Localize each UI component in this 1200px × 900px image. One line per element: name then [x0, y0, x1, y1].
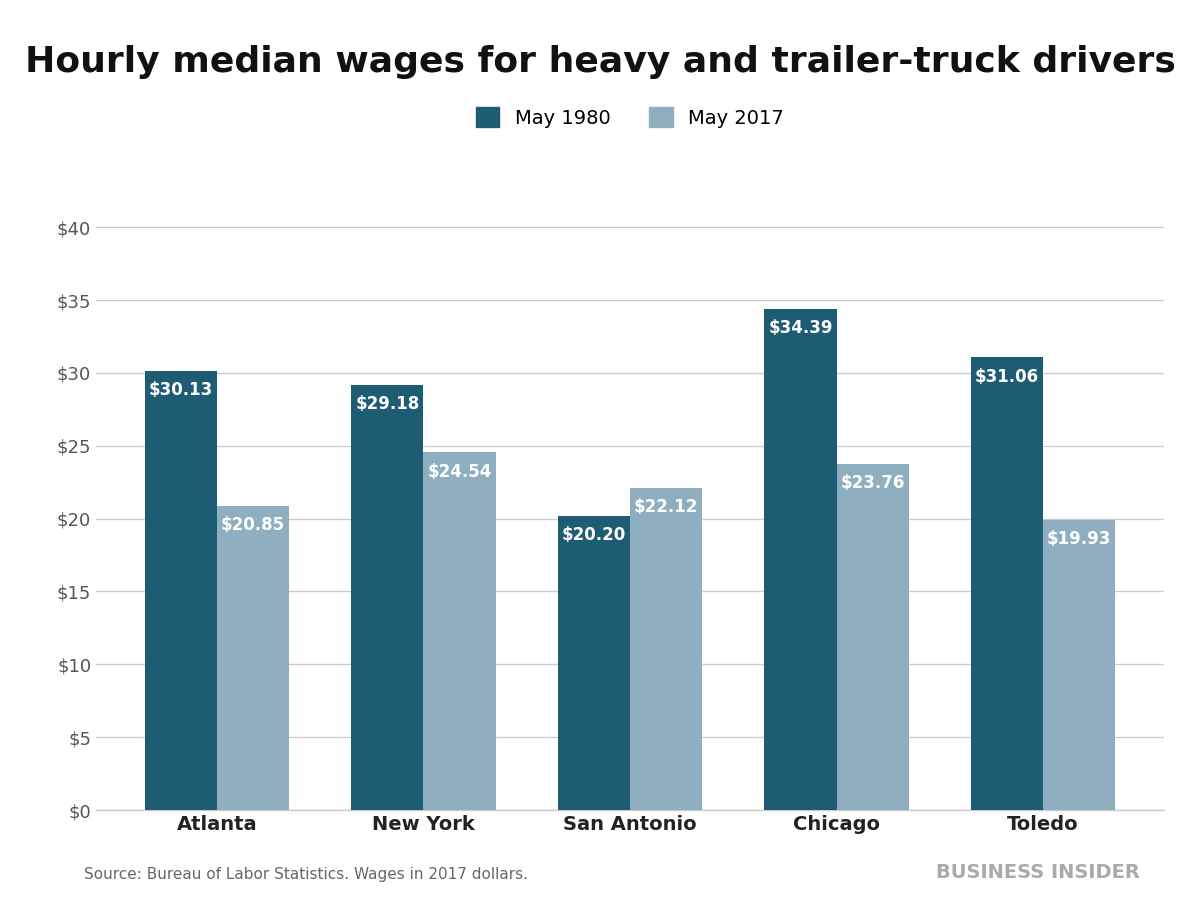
Text: BUSINESS INSIDER: BUSINESS INSIDER	[936, 863, 1140, 882]
Text: Hourly median wages for heavy and trailer-truck drivers: Hourly median wages for heavy and traile…	[24, 45, 1176, 79]
Bar	[424, 453, 496, 810]
Text: Source: Bureau of Labor Statistics. Wages in 2017 dollars.: Source: Bureau of Labor Statistics. Wage…	[84, 867, 528, 882]
Text: $23.76: $23.76	[840, 474, 905, 492]
Text: $30.13: $30.13	[149, 382, 212, 400]
Bar	[836, 464, 908, 810]
Text: $31.06: $31.06	[974, 367, 1039, 385]
Text: $20.20: $20.20	[562, 526, 626, 544]
Bar	[1043, 519, 1116, 810]
Bar	[971, 357, 1043, 810]
Bar	[764, 309, 836, 810]
Bar	[217, 506, 289, 810]
Text: $24.54: $24.54	[427, 463, 492, 481]
Bar	[630, 488, 702, 810]
Legend: May 1980, May 2017: May 1980, May 2017	[466, 97, 794, 138]
Text: $19.93: $19.93	[1048, 530, 1111, 548]
Bar	[558, 516, 630, 810]
Text: $29.18: $29.18	[355, 395, 419, 413]
Text: $34.39: $34.39	[768, 320, 833, 338]
Bar	[144, 371, 217, 810]
Bar	[352, 385, 424, 810]
Text: $22.12: $22.12	[634, 498, 698, 516]
Text: $20.85: $20.85	[221, 517, 286, 535]
